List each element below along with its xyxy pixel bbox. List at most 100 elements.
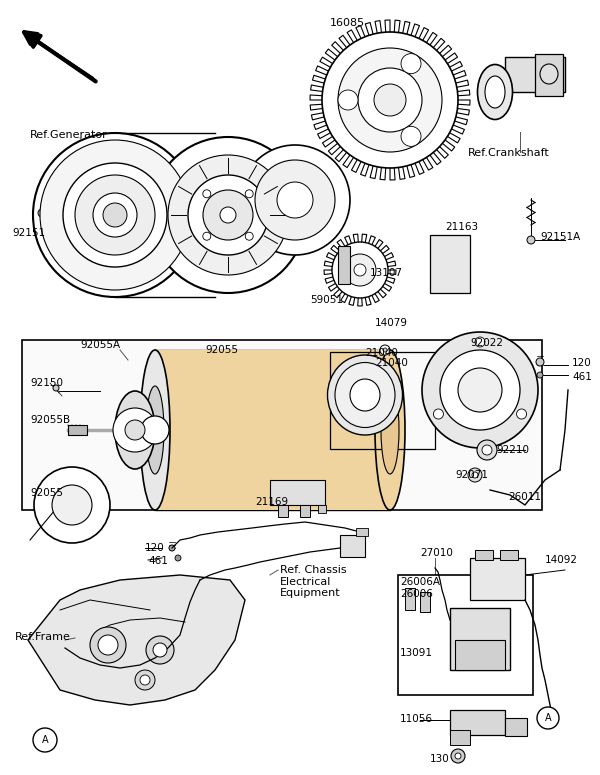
Text: Ref.Generator: Ref.Generator	[30, 130, 108, 140]
Circle shape	[422, 332, 538, 448]
Circle shape	[52, 485, 92, 525]
Circle shape	[468, 468, 482, 482]
Bar	[155, 350, 390, 510]
Text: 120: 120	[572, 358, 592, 368]
Ellipse shape	[350, 379, 380, 411]
Text: 92151A: 92151A	[540, 232, 580, 242]
Bar	[318, 505, 326, 513]
Bar	[405, 588, 415, 610]
Circle shape	[146, 636, 174, 664]
Circle shape	[63, 163, 167, 267]
Bar	[450, 608, 510, 670]
Bar	[500, 550, 518, 560]
Bar	[270, 480, 325, 505]
Circle shape	[150, 137, 306, 293]
Circle shape	[38, 209, 46, 217]
Circle shape	[338, 90, 358, 110]
Text: 130: 130	[430, 754, 450, 764]
Ellipse shape	[540, 64, 558, 84]
Circle shape	[332, 242, 388, 298]
Bar	[278, 505, 288, 517]
Text: 26006: 26006	[400, 589, 433, 599]
Circle shape	[90, 627, 126, 663]
Circle shape	[98, 635, 118, 655]
Circle shape	[433, 409, 443, 419]
Text: 21163: 21163	[445, 222, 478, 232]
Circle shape	[153, 643, 167, 657]
Circle shape	[188, 175, 268, 255]
Circle shape	[401, 53, 421, 74]
Circle shape	[75, 175, 155, 255]
Circle shape	[125, 420, 145, 440]
Text: 59051: 59051	[310, 295, 343, 305]
Ellipse shape	[485, 76, 505, 108]
Text: A: A	[41, 735, 49, 745]
Circle shape	[240, 145, 350, 255]
Bar	[340, 535, 365, 557]
Circle shape	[141, 416, 169, 444]
Bar	[430, 235, 470, 293]
Text: 14092: 14092	[545, 555, 578, 565]
Circle shape	[472, 472, 478, 478]
Circle shape	[380, 345, 390, 355]
Text: 92071: 92071	[455, 470, 488, 480]
Circle shape	[40, 140, 190, 290]
Text: 13107: 13107	[370, 268, 403, 278]
Circle shape	[203, 190, 253, 240]
Ellipse shape	[328, 355, 403, 435]
Ellipse shape	[478, 64, 512, 119]
Circle shape	[93, 193, 137, 237]
Bar	[455, 640, 505, 670]
Text: 92150: 92150	[30, 378, 63, 388]
Circle shape	[451, 749, 465, 763]
Circle shape	[527, 236, 535, 244]
Ellipse shape	[146, 386, 164, 474]
Circle shape	[34, 467, 110, 543]
Circle shape	[322, 32, 458, 168]
Text: 92210: 92210	[496, 445, 529, 455]
Bar	[505, 57, 565, 92]
Polygon shape	[28, 575, 245, 705]
Text: 14079: 14079	[375, 318, 408, 328]
Text: 21169: 21169	[255, 497, 288, 507]
Circle shape	[458, 368, 502, 412]
Text: MOTORCYCLE
SPARE PARTS: MOTORCYCLE SPARE PARTS	[152, 349, 448, 431]
Ellipse shape	[335, 363, 395, 428]
Text: 26011: 26011	[508, 492, 541, 502]
Circle shape	[477, 440, 497, 460]
Text: 21040: 21040	[375, 358, 408, 368]
Circle shape	[536, 358, 544, 366]
Circle shape	[103, 203, 127, 227]
Bar	[470, 558, 525, 600]
Circle shape	[169, 545, 175, 551]
Circle shape	[33, 133, 197, 297]
Circle shape	[245, 190, 253, 198]
Bar	[420, 592, 430, 612]
Circle shape	[113, 408, 157, 452]
Text: 16085: 16085	[330, 18, 365, 28]
Text: 27010: 27010	[420, 548, 453, 558]
Circle shape	[338, 48, 442, 152]
Circle shape	[401, 126, 421, 146]
Bar	[356, 528, 368, 536]
Bar	[300, 505, 310, 517]
Text: 92022: 92022	[470, 338, 503, 348]
Bar	[22, 340, 542, 510]
Text: 92055B: 92055B	[30, 415, 70, 425]
Circle shape	[255, 160, 335, 240]
Circle shape	[517, 409, 527, 419]
Circle shape	[482, 445, 492, 455]
Bar	[330, 352, 435, 449]
Circle shape	[53, 385, 59, 391]
Text: 461: 461	[572, 372, 592, 382]
Text: 92151: 92151	[12, 228, 45, 238]
Bar	[475, 550, 493, 560]
Circle shape	[475, 337, 485, 347]
Circle shape	[168, 155, 288, 275]
Circle shape	[220, 207, 236, 223]
Circle shape	[358, 68, 422, 132]
Text: 461: 461	[148, 556, 168, 566]
Circle shape	[374, 84, 406, 116]
Text: 92055A: 92055A	[80, 340, 120, 350]
Ellipse shape	[375, 350, 405, 510]
